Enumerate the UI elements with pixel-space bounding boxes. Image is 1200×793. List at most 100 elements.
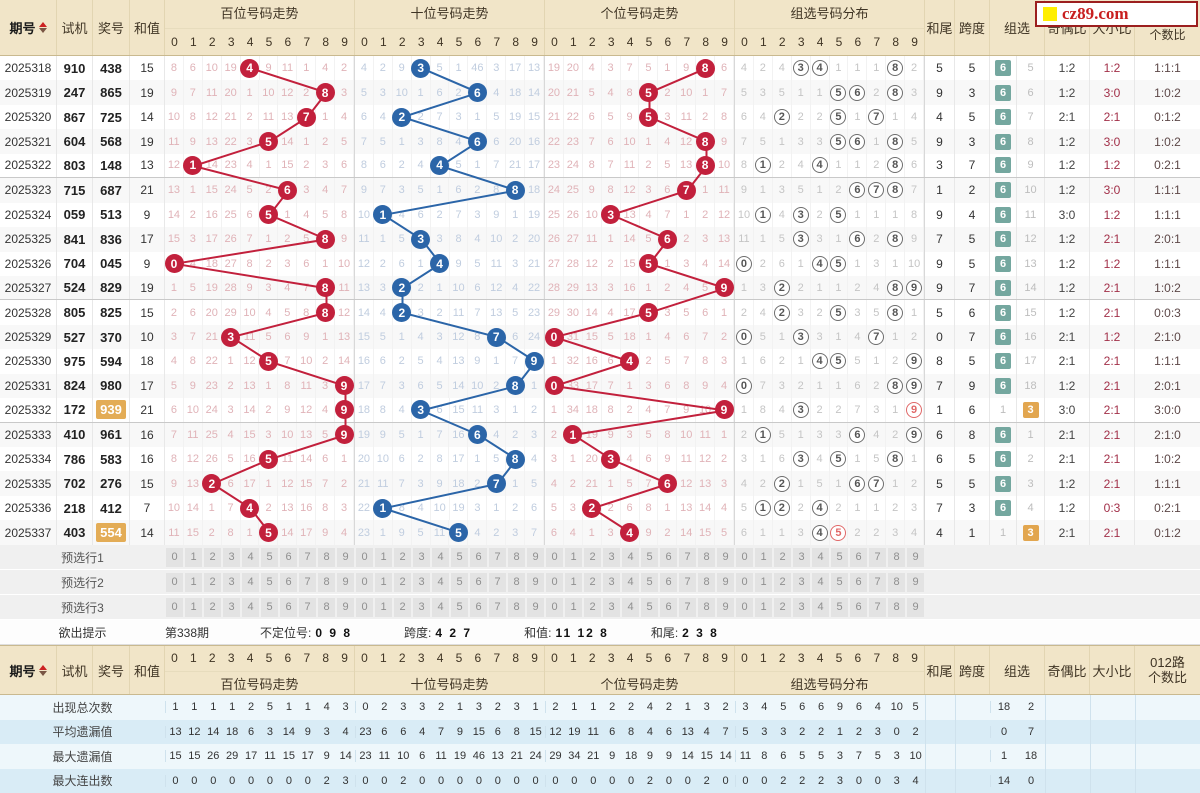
preselect-digit[interactable]: 2 bbox=[394, 572, 411, 592]
preselect-digit[interactable]: 0 bbox=[546, 547, 563, 567]
preselect-digit[interactable]: 0 bbox=[356, 547, 373, 567]
preselect-digit[interactable]: 7 bbox=[299, 572, 316, 592]
preselect-digit[interactable]: 5 bbox=[451, 597, 468, 617]
preselect-digit[interactable]: 8 bbox=[508, 547, 525, 567]
preselect-digit[interactable]: 2 bbox=[204, 572, 221, 592]
preselect-digit[interactable]: 0 bbox=[166, 597, 183, 617]
preselect-digit[interactable]: 3 bbox=[223, 547, 240, 567]
preselect-digit[interactable]: 3 bbox=[223, 572, 240, 592]
preselect-digit[interactable]: 5 bbox=[641, 572, 658, 592]
period-column-header[interactable]: 期号 bbox=[0, 0, 57, 55]
preselect-digit[interactable]: 9 bbox=[337, 547, 354, 567]
preselect-digit[interactable]: 2 bbox=[204, 597, 221, 617]
preselect-digit[interactable]: 7 bbox=[299, 547, 316, 567]
preselect-digit[interactable]: 0 bbox=[356, 597, 373, 617]
preselect-digit[interactable]: 7 bbox=[679, 597, 696, 617]
preselect-digit[interactable]: 8 bbox=[318, 572, 335, 592]
preselect-digit[interactable]: 7 bbox=[489, 597, 506, 617]
preselect-digit[interactable]: 4 bbox=[622, 547, 639, 567]
preselect-digit[interactable]: 3 bbox=[413, 597, 430, 617]
preselect-digit[interactable]: 1 bbox=[755, 572, 772, 592]
preselect-digit[interactable]: 1 bbox=[755, 547, 772, 567]
preselect-digit[interactable]: 2 bbox=[394, 597, 411, 617]
preselect-digit[interactable]: 1 bbox=[375, 572, 392, 592]
preselect-digit[interactable]: 7 bbox=[869, 597, 886, 617]
preselect-digit[interactable]: 9 bbox=[527, 572, 544, 592]
preselect-digit[interactable]: 3 bbox=[793, 597, 810, 617]
preselect-digit[interactable]: 1 bbox=[565, 597, 582, 617]
preselect-digit[interactable]: 6 bbox=[280, 572, 297, 592]
preselect-digit[interactable]: 9 bbox=[907, 547, 924, 567]
preselect-digit[interactable]: 0 bbox=[736, 547, 753, 567]
preselect-digit[interactable]: 3 bbox=[223, 597, 240, 617]
preselect-digit[interactable]: 0 bbox=[736, 597, 753, 617]
preselect-digit[interactable]: 7 bbox=[679, 572, 696, 592]
preselect-digit[interactable]: 3 bbox=[413, 547, 430, 567]
preselect-digit[interactable]: 6 bbox=[850, 597, 867, 617]
preselect-digit[interactable]: 4 bbox=[242, 572, 259, 592]
preselect-digit[interactable]: 0 bbox=[546, 597, 563, 617]
preselect-digit[interactable]: 6 bbox=[850, 547, 867, 567]
preselect-digit[interactable]: 6 bbox=[470, 597, 487, 617]
sort-icon-bottom[interactable] bbox=[38, 664, 47, 676]
preselect-digit[interactable]: 2 bbox=[204, 547, 221, 567]
preselect-digit[interactable]: 7 bbox=[489, 572, 506, 592]
preselect-digit[interactable]: 8 bbox=[888, 597, 905, 617]
sort-icon[interactable] bbox=[38, 22, 47, 33]
preselect-digit[interactable]: 3 bbox=[603, 547, 620, 567]
preselect-digit[interactable]: 8 bbox=[888, 572, 905, 592]
preselect-digit[interactable]: 9 bbox=[337, 572, 354, 592]
preselect-digit[interactable]: 2 bbox=[584, 597, 601, 617]
preselect-digit[interactable]: 9 bbox=[907, 572, 924, 592]
preselect-digit[interactable]: 2 bbox=[774, 547, 791, 567]
preselect-digit[interactable]: 4 bbox=[812, 572, 829, 592]
preselect-digit[interactable]: 4 bbox=[242, 597, 259, 617]
preselect-digit[interactable]: 4 bbox=[242, 547, 259, 567]
preselect-digit[interactable]: 8 bbox=[318, 547, 335, 567]
preselect-digit[interactable]: 7 bbox=[489, 547, 506, 567]
preselect-digit[interactable]: 5 bbox=[831, 547, 848, 567]
preselect-digit[interactable]: 1 bbox=[375, 547, 392, 567]
preselect-digit[interactable]: 8 bbox=[698, 597, 715, 617]
preselect-digit[interactable]: 1 bbox=[565, 547, 582, 567]
preselect-digit[interactable]: 9 bbox=[717, 572, 734, 592]
preselect-digit[interactable]: 9 bbox=[527, 597, 544, 617]
preselect-digit[interactable]: 8 bbox=[698, 572, 715, 592]
preselect-digit[interactable]: 4 bbox=[432, 597, 449, 617]
preselect-digit[interactable]: 5 bbox=[261, 572, 278, 592]
preselect-digit[interactable]: 9 bbox=[527, 547, 544, 567]
preselect-digit[interactable]: 6 bbox=[660, 572, 677, 592]
preselect-digit[interactable]: 5 bbox=[261, 597, 278, 617]
preselect-digit[interactable]: 8 bbox=[318, 597, 335, 617]
preselect-digit[interactable]: 7 bbox=[869, 547, 886, 567]
preselect-digit[interactable]: 2 bbox=[584, 572, 601, 592]
period-column-header-bottom[interactable]: 期号 bbox=[0, 646, 57, 694]
preselect-digit[interactable]: 9 bbox=[717, 547, 734, 567]
preselect-digit[interactable]: 3 bbox=[793, 547, 810, 567]
preselect-digit[interactable]: 4 bbox=[812, 597, 829, 617]
preselect-digit[interactable]: 5 bbox=[641, 597, 658, 617]
preselect-digit[interactable]: 0 bbox=[546, 572, 563, 592]
preselect-digit[interactable]: 3 bbox=[603, 572, 620, 592]
preselect-digit[interactable]: 7 bbox=[679, 547, 696, 567]
preselect-digit[interactable]: 0 bbox=[166, 572, 183, 592]
preselect-digit[interactable]: 7 bbox=[299, 597, 316, 617]
preselect-digit[interactable]: 1 bbox=[375, 597, 392, 617]
preselect-digit[interactable]: 7 bbox=[869, 572, 886, 592]
preselect-digit[interactable]: 2 bbox=[774, 572, 791, 592]
preselect-digit[interactable]: 4 bbox=[622, 597, 639, 617]
preselect-digit[interactable]: 4 bbox=[622, 572, 639, 592]
preselect-digit[interactable]: 6 bbox=[660, 547, 677, 567]
preselect-digit[interactable]: 9 bbox=[717, 597, 734, 617]
preselect-digit[interactable]: 8 bbox=[698, 547, 715, 567]
preselect-digit[interactable]: 3 bbox=[413, 572, 430, 592]
preselect-digit[interactable]: 0 bbox=[736, 572, 753, 592]
preselect-digit[interactable]: 6 bbox=[660, 597, 677, 617]
preselect-digit[interactable]: 6 bbox=[850, 572, 867, 592]
preselect-digit[interactable]: 4 bbox=[432, 572, 449, 592]
preselect-digit[interactable]: 1 bbox=[185, 572, 202, 592]
preselect-digit[interactable]: 9 bbox=[907, 597, 924, 617]
preselect-digit[interactable]: 5 bbox=[451, 547, 468, 567]
preselect-digit[interactable]: 8 bbox=[508, 597, 525, 617]
site-logo[interactable]: cz89.com bbox=[1035, 1, 1198, 27]
